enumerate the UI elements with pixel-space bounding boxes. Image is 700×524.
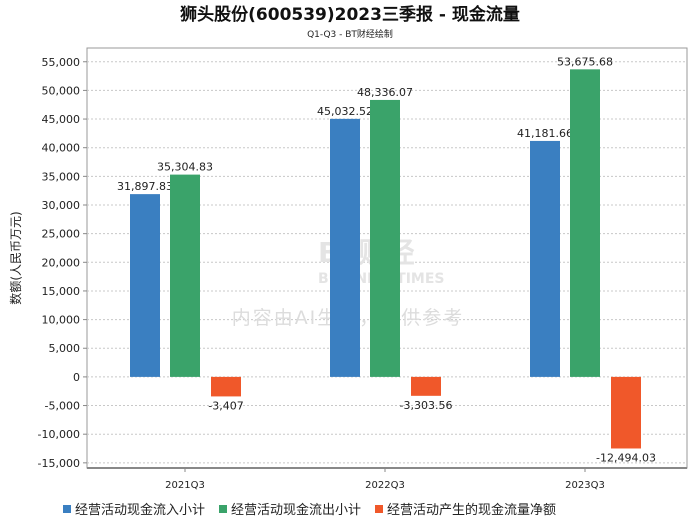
y-tick-label: 10,000 xyxy=(42,314,81,327)
bar xyxy=(370,99,400,377)
bar xyxy=(170,174,200,377)
chart-subtitle: Q1-Q3 - BT财经绘制 xyxy=(307,28,393,40)
data-label: -12,494.03 xyxy=(596,451,656,464)
y-tick-label: 30,000 xyxy=(42,199,81,212)
bar xyxy=(530,140,560,377)
bar xyxy=(611,376,641,449)
data-label: 35,304.83 xyxy=(157,161,213,174)
y-tick-label: -15,000 xyxy=(38,457,80,470)
x-tick-label: 2023Q3 xyxy=(565,480,605,491)
y-tick-label: 20,000 xyxy=(42,256,81,269)
y-tick-label: 25,000 xyxy=(42,228,81,241)
data-label: -3,407 xyxy=(208,399,243,412)
bar xyxy=(570,69,600,377)
chart-title: 狮头股份(600539)2023三季报 - 现金流量 xyxy=(179,4,520,25)
x-tick-label: 2022Q3 xyxy=(365,480,405,491)
y-tick-label: 50,000 xyxy=(42,84,81,97)
y-tick-label: 45,000 xyxy=(42,113,81,126)
y-tick-label: 5,000 xyxy=(49,342,81,355)
y-tick-label: -10,000 xyxy=(38,428,80,441)
y-axis-label: 数额(人民币万元) xyxy=(8,211,23,304)
legend-label: 经营活动产生的现金流量净额 xyxy=(387,502,556,518)
y-tick-label: 40,000 xyxy=(42,142,81,155)
bar xyxy=(330,118,360,377)
legend-label: 经营活动现金流出小计 xyxy=(231,502,361,518)
legend-swatch xyxy=(219,505,227,513)
x-tick-label: 2021Q3 xyxy=(165,480,205,491)
data-label: 41,181.66 xyxy=(517,127,573,140)
y-tick-label: 35,000 xyxy=(42,170,81,183)
legend-label: 经营活动现金流入小计 xyxy=(75,502,205,518)
bar xyxy=(130,194,160,377)
y-tick-label: 55,000 xyxy=(42,56,81,69)
bar xyxy=(211,376,241,397)
data-label: 31,897.83 xyxy=(117,180,173,193)
data-label: 53,675.68 xyxy=(557,55,613,68)
bar xyxy=(411,376,441,396)
y-tick-label: 15,000 xyxy=(42,285,81,298)
data-label: 48,336.07 xyxy=(357,86,413,99)
y-tick-label: 0 xyxy=(73,371,80,384)
legend-swatch xyxy=(375,505,383,513)
data-label: -3,303.56 xyxy=(400,399,453,412)
legend-swatch xyxy=(63,505,71,513)
y-tick-label: -5,000 xyxy=(45,400,80,413)
data-label: 45,032.52 xyxy=(317,105,373,118)
